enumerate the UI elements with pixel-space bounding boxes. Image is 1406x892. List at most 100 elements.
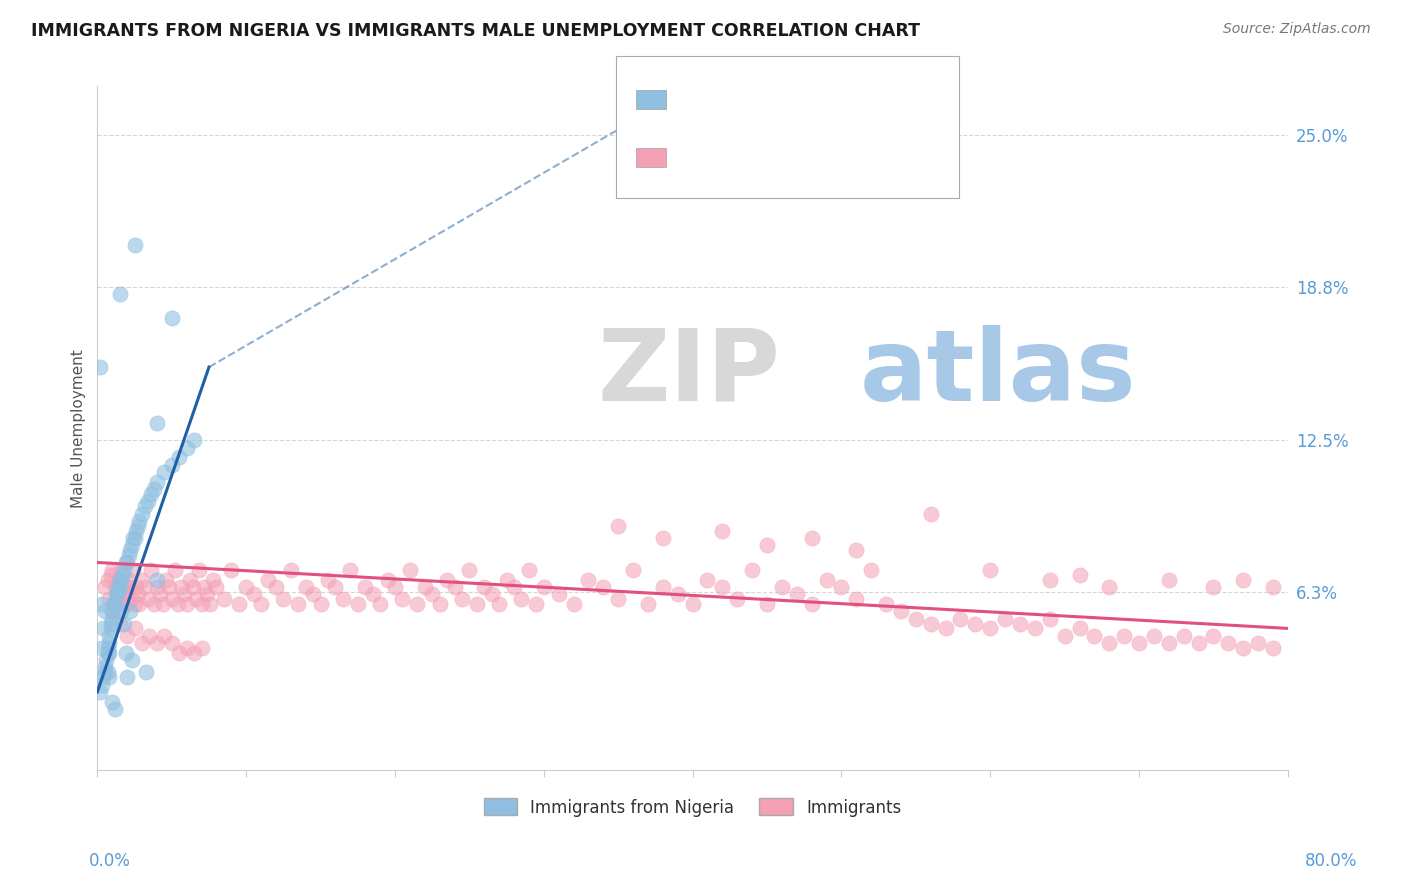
Point <box>384 580 406 594</box>
Point <box>1143 629 1166 643</box>
Point <box>101 563 124 577</box>
Point <box>197 587 219 601</box>
Point <box>637 597 659 611</box>
Point <box>107 580 129 594</box>
Point <box>273 592 295 607</box>
Point <box>121 538 143 552</box>
Text: R =: R = <box>678 90 714 109</box>
Point <box>339 563 361 577</box>
Point <box>149 587 172 601</box>
Point <box>200 597 222 611</box>
Point <box>472 580 495 594</box>
Point <box>488 597 510 611</box>
Point <box>607 592 630 607</box>
Point <box>725 592 748 607</box>
Point <box>90 640 112 655</box>
Point <box>1202 580 1225 594</box>
Point <box>160 458 183 472</box>
Point <box>621 563 644 577</box>
Point <box>860 563 883 577</box>
Point <box>935 621 957 635</box>
Point <box>607 519 630 533</box>
Point <box>131 636 153 650</box>
Point <box>316 573 339 587</box>
Point <box>139 487 162 501</box>
Point <box>443 580 465 594</box>
Point <box>562 597 585 611</box>
Point <box>100 616 122 631</box>
Point <box>108 286 131 301</box>
Point <box>666 587 689 601</box>
Point <box>97 646 120 660</box>
Point <box>146 417 169 431</box>
Point <box>112 616 135 631</box>
Point <box>280 563 302 577</box>
Point <box>458 563 481 577</box>
Point <box>97 640 120 655</box>
Text: N =: N = <box>794 149 831 167</box>
Point <box>117 548 139 562</box>
Point <box>181 580 204 594</box>
Point <box>949 612 972 626</box>
Point <box>90 597 112 611</box>
Point <box>114 556 136 570</box>
Text: 80.0%: 80.0% <box>1305 852 1357 870</box>
Point <box>302 587 325 601</box>
Point <box>114 646 136 660</box>
Point <box>212 592 235 607</box>
Point <box>1069 621 1091 635</box>
Point <box>309 597 332 611</box>
Point <box>101 604 124 618</box>
Point <box>115 556 138 570</box>
Text: R =: R = <box>678 149 714 167</box>
Point <box>451 592 474 607</box>
Point <box>124 597 146 611</box>
Point <box>845 543 868 558</box>
Point <box>121 592 143 607</box>
Point <box>98 629 121 643</box>
Point <box>146 636 169 650</box>
Point <box>696 573 718 587</box>
Point <box>1114 629 1136 643</box>
Point <box>155 573 177 587</box>
Point <box>592 580 614 594</box>
Point <box>1053 629 1076 643</box>
Point <box>578 573 600 587</box>
Point <box>100 621 122 635</box>
Point <box>128 597 150 611</box>
Point <box>124 621 146 635</box>
Point <box>138 629 160 643</box>
Point <box>135 665 157 680</box>
Point <box>152 597 174 611</box>
Point <box>202 573 225 587</box>
Point <box>89 685 111 699</box>
Point <box>420 587 443 601</box>
Point <box>1098 580 1121 594</box>
Point <box>98 636 121 650</box>
Point <box>160 592 183 607</box>
Point <box>170 580 193 594</box>
Point <box>287 597 309 611</box>
Point <box>146 580 169 594</box>
Point <box>107 573 129 587</box>
Point <box>142 482 165 496</box>
Point <box>190 597 212 611</box>
Point <box>103 597 125 611</box>
Point <box>756 597 779 611</box>
Point <box>111 597 134 611</box>
Point <box>1232 573 1254 587</box>
Text: 146: 146 <box>841 149 876 167</box>
Point <box>294 580 316 594</box>
Point <box>110 563 132 577</box>
Point <box>167 646 190 660</box>
Point <box>495 573 517 587</box>
Point <box>91 670 114 684</box>
Point <box>89 360 111 375</box>
Point <box>711 524 734 538</box>
Point <box>890 604 912 618</box>
Point <box>94 660 117 674</box>
Point <box>875 597 897 611</box>
Point <box>120 543 142 558</box>
Point <box>1039 612 1062 626</box>
Point <box>1083 629 1105 643</box>
